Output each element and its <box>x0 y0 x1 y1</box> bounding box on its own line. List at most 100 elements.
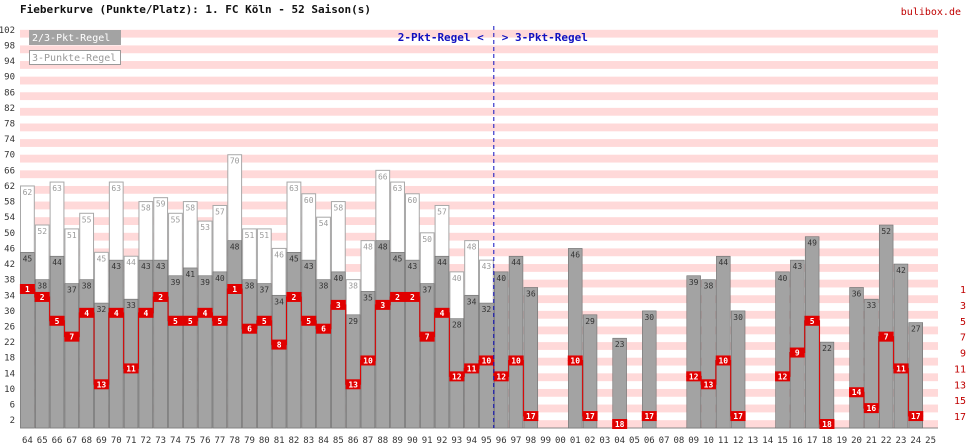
y-tick-label: 78 <box>4 120 15 130</box>
placement-marker <box>419 331 435 342</box>
bar-3pt-label: 55 <box>171 215 181 224</box>
y-tick-label: 26 <box>4 323 15 333</box>
season-tick-label: 93 <box>451 436 462 446</box>
bar-points-label: 22 <box>822 344 832 353</box>
bar-points-label: 29 <box>348 317 358 326</box>
placement-label: 5 <box>188 317 193 326</box>
bar-points-label: 41 <box>185 270 195 279</box>
season-tick-label: 20 <box>851 436 862 446</box>
placement-label: 2 <box>40 293 45 302</box>
y-axis-points: 2610141822263034384246505458626670747882… <box>0 26 15 426</box>
y-tick-label: 46 <box>4 244 15 254</box>
bar-3pt-label: 58 <box>141 204 151 213</box>
bar-3pt-label: 58 <box>185 204 195 213</box>
bar-3pt-label: 63 <box>289 184 299 193</box>
y-tick-label: 62 <box>4 182 15 192</box>
bar-points-label: 45 <box>289 254 299 263</box>
placement-marker <box>271 339 287 350</box>
bar-points-label: 40 <box>496 274 506 283</box>
season-tick-label: 21 <box>866 436 877 446</box>
grid-stripe <box>20 404 938 413</box>
season-tick-label: 92 <box>437 436 448 446</box>
season-tick-label: 91 <box>422 436 433 446</box>
placement-label: 4 <box>440 309 445 318</box>
grid-stripe <box>20 264 938 272</box>
placement-marker <box>893 363 909 374</box>
bar-points-label: 40 <box>778 274 788 283</box>
y-tick-label: 94 <box>4 57 15 67</box>
placement-label: 10 <box>718 356 728 365</box>
x-axis-seasons: 64 65 66 67 68 69 70 71 72 73 74 75 76 77 78 79 80 81 82 83… <box>22 436 936 446</box>
season-tick-label: 04 <box>614 436 625 446</box>
placement-label: 17 <box>733 412 743 421</box>
bar-3pt-label: 38 <box>348 282 358 291</box>
place-tick-label: 3 <box>960 301 966 312</box>
placement-marker <box>701 379 716 390</box>
placement-label: 7 <box>425 333 430 342</box>
placement-marker <box>849 387 865 398</box>
y-tick-label: 18 <box>4 354 15 364</box>
placement-marker <box>789 347 805 358</box>
placement-marker <box>508 355 524 366</box>
placement-marker <box>316 323 332 334</box>
placement-label: 4 <box>84 309 89 318</box>
season-tick-label: 81 <box>274 436 285 446</box>
bar-3pt-label: 59 <box>156 200 166 209</box>
bar-3pt-label: 44 <box>126 258 136 267</box>
brand-link[interactable]: bulibox.de <box>901 7 961 18</box>
season-tick-label: 12 <box>733 436 744 446</box>
season-tick-label: 03 <box>599 436 610 446</box>
season-tick-label: 10 <box>703 436 714 446</box>
bar-3pt-label: 60 <box>408 196 418 205</box>
placement-marker <box>286 291 302 302</box>
bar-points-label: 45 <box>393 254 403 263</box>
placement-marker <box>242 323 257 334</box>
bar-points-label: 36 <box>852 289 862 298</box>
placement-label: 11 <box>126 364 136 373</box>
placement-label: 5 <box>306 317 311 326</box>
placement-label: 13 <box>97 380 107 389</box>
bar-points <box>257 283 272 429</box>
placement-label: 13 <box>348 380 358 389</box>
bar-points <box>582 314 598 429</box>
bar-points-label: 34 <box>274 297 284 306</box>
placement-label: 4 <box>143 309 148 318</box>
placement-marker <box>345 379 361 390</box>
grid-stripe <box>20 154 938 163</box>
grid-stripe <box>20 388 938 397</box>
bar-points-label: 37 <box>422 286 432 295</box>
grid-stripe <box>20 373 938 382</box>
placement-label: 17 <box>585 412 595 421</box>
placement-marker <box>404 291 420 302</box>
bar-3pt-label: 48 <box>363 243 373 252</box>
season-tick-label: 79 <box>244 436 255 446</box>
bar-points <box>390 252 405 429</box>
grid-stripe <box>20 248 938 257</box>
bar-points-label: 33 <box>867 301 877 310</box>
bar-points-label: 46 <box>570 250 580 259</box>
season-tick-label: 65 <box>37 436 48 446</box>
season-tick-label: 66 <box>52 436 63 446</box>
season-tick-label: 97 <box>511 436 522 446</box>
place-tick-label: 9 <box>960 349 966 360</box>
bar-3pt-label: 53 <box>200 223 210 232</box>
bar-points-label: 48 <box>378 243 388 252</box>
grid-stripe <box>20 139 938 147</box>
placement-label: 12 <box>496 372 506 381</box>
bar-points <box>331 271 346 429</box>
bar-points <box>405 259 420 429</box>
bar-points-label: 43 <box>111 262 121 271</box>
grid-stripe <box>20 123 938 132</box>
season-tick-label: 96 <box>496 436 507 446</box>
placement-label: 1 <box>232 285 237 294</box>
legend-item-2: 3-Punkte-Regel <box>32 53 116 64</box>
placement-marker <box>34 291 50 302</box>
bar-3pt-label: 62 <box>23 188 33 197</box>
placement-label: 17 <box>644 412 654 421</box>
placement-label: 13 <box>704 380 714 389</box>
place-tick-label: 1 <box>960 285 966 296</box>
y-tick-label: 38 <box>4 276 15 286</box>
grid-stripe <box>20 295 938 304</box>
bar-3pt-label: 50 <box>422 235 432 244</box>
